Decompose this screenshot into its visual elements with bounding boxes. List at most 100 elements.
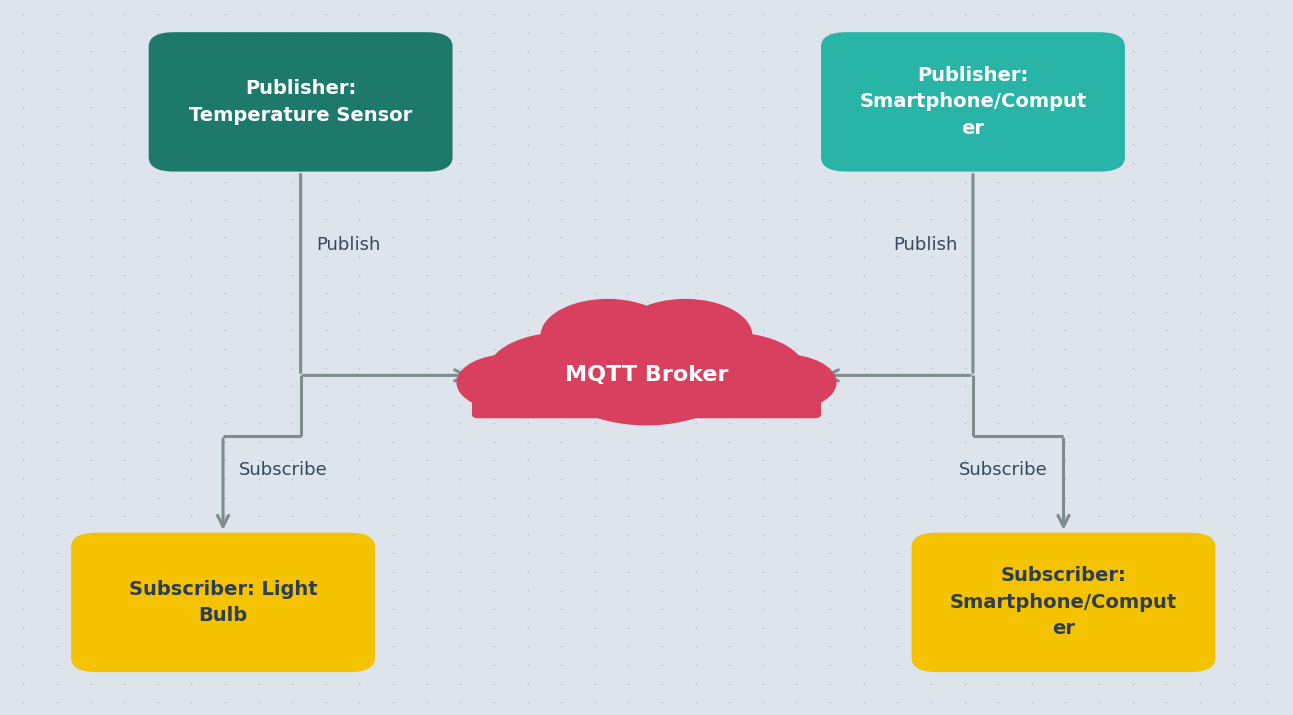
Point [618,213,639,225]
Point [282,492,303,503]
Point [618,343,639,355]
Point [1156,492,1177,503]
Point [47,418,67,429]
Point [753,529,773,541]
Point [719,287,740,299]
Point [551,603,572,615]
Point [551,83,572,94]
Point [1190,603,1210,615]
Point [1089,380,1109,392]
Point [1223,232,1244,243]
Point [47,585,67,596]
Point [282,455,303,466]
Point [349,473,370,485]
Point [181,250,202,262]
Point [215,511,235,522]
Point [719,603,740,615]
Point [1089,492,1109,503]
Point [315,566,336,578]
Point [753,269,773,280]
Point [1156,548,1177,559]
Point [282,176,303,187]
Point [13,325,34,336]
Point [618,399,639,410]
Point [315,455,336,466]
Point [13,176,34,187]
Point [954,418,975,429]
Point [1055,250,1076,262]
Point [954,678,975,689]
Point [820,696,840,708]
Point [1190,157,1210,169]
Point [887,436,908,448]
Text: MQTT Broker: MQTT Broker [565,365,728,385]
Point [1021,83,1042,94]
Point [719,622,740,633]
Point [584,287,605,299]
Point [383,455,403,466]
Point [719,269,740,280]
Point [1122,176,1143,187]
Point [215,548,235,559]
Point [1190,585,1210,596]
Point [887,585,908,596]
Point [181,548,202,559]
Point [887,269,908,280]
Point [383,194,403,206]
Point [80,46,101,57]
Point [147,176,168,187]
Point [1122,455,1143,466]
Point [853,622,874,633]
Point [383,287,403,299]
Point [47,83,67,94]
Point [685,120,706,132]
Point [1257,380,1277,392]
Point [921,566,941,578]
Point [786,473,807,485]
Point [383,269,403,280]
Point [584,362,605,373]
Point [853,139,874,150]
Point [853,157,874,169]
Point [215,325,235,336]
Point [652,325,672,336]
Text: Publish: Publish [315,236,380,254]
Point [383,678,403,689]
Point [618,9,639,20]
Point [1021,455,1042,466]
Point [685,492,706,503]
Point [988,120,1009,132]
Point [450,287,471,299]
Point [484,232,504,243]
Point [282,120,303,132]
Point [484,473,504,485]
Point [1156,157,1177,169]
Point [517,436,538,448]
Point [80,678,101,689]
Point [551,659,572,671]
Point [1257,399,1277,410]
Point [820,380,840,392]
Point [618,232,639,243]
Point [584,455,605,466]
Point [988,696,1009,708]
FancyBboxPatch shape [912,533,1215,672]
Point [584,250,605,262]
Point [147,194,168,206]
Point [1055,418,1076,429]
Point [13,380,34,392]
Point [215,194,235,206]
Point [1055,362,1076,373]
Point [1257,83,1277,94]
Point [517,46,538,57]
Point [315,659,336,671]
Point [719,362,740,373]
Point [685,157,706,169]
Point [685,436,706,448]
Point [685,176,706,187]
Point [315,157,336,169]
Point [921,659,941,671]
Point [484,120,504,132]
Point [349,362,370,373]
Point [114,27,134,39]
